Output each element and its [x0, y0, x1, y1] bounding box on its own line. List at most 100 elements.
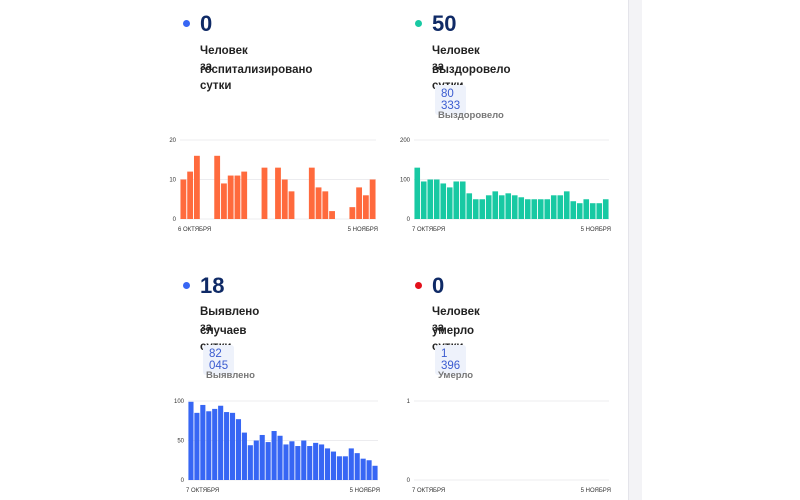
bar[interactable]: [356, 187, 363, 219]
bar[interactable]: [524, 199, 531, 219]
bar[interactable]: [360, 458, 366, 480]
bar[interactable]: [329, 211, 335, 219]
recovered-total-label: Выздоровело: [438, 110, 504, 121]
bar[interactable]: [234, 175, 241, 219]
x-end-label: 5 НОЯБРЯ: [350, 488, 380, 494]
bar[interactable]: [336, 456, 342, 480]
bar[interactable]: [194, 412, 200, 480]
bar[interactable]: [511, 195, 518, 219]
bar[interactable]: [570, 201, 577, 219]
bar[interactable]: [537, 199, 544, 219]
deaths-total-badge: 1 396: [435, 345, 467, 375]
bar[interactable]: [518, 197, 525, 219]
bar[interactable]: [212, 408, 218, 480]
window-right-edge: [628, 0, 800, 500]
bar[interactable]: [259, 434, 265, 480]
bar[interactable]: [348, 448, 354, 480]
bar[interactable]: [315, 187, 322, 219]
bar[interactable]: [229, 412, 236, 480]
bar[interactable]: [362, 195, 369, 219]
bar[interactable]: [271, 431, 277, 480]
cases-chart: 0 50 100 7 ОКТЯБРЯ 5 НОЯБРЯ: [174, 399, 380, 494]
bar[interactable]: [253, 440, 259, 481]
bar[interactable]: [206, 411, 212, 480]
bar[interactable]: [281, 179, 288, 220]
bar[interactable]: [479, 199, 486, 219]
bar[interactable]: [307, 446, 313, 480]
bar[interactable]: [372, 465, 378, 480]
bar[interactable]: [241, 171, 248, 219]
bar[interactable]: [531, 199, 538, 219]
bar[interactable]: [241, 432, 247, 480]
bar[interactable]: [180, 179, 187, 220]
bar[interactable]: [485, 195, 492, 219]
bar[interactable]: [313, 442, 319, 480]
y-tick-label: 0: [173, 217, 177, 223]
bar[interactable]: [288, 191, 295, 219]
bar[interactable]: [602, 199, 609, 219]
bar[interactable]: [414, 167, 421, 219]
bar[interactable]: [505, 193, 512, 219]
bar[interactable]: [308, 167, 315, 219]
bar[interactable]: [446, 187, 453, 219]
bar[interactable]: [277, 435, 283, 480]
bar[interactable]: [420, 181, 427, 219]
bar[interactable]: [227, 175, 234, 219]
bar[interactable]: [492, 191, 499, 219]
bar[interactable]: [261, 167, 268, 219]
bar[interactable]: [427, 179, 434, 220]
bar[interactable]: [289, 441, 295, 480]
bar[interactable]: [366, 460, 372, 480]
bar[interactable]: [295, 446, 301, 480]
bar[interactable]: [583, 199, 590, 219]
deaths-total-label: Умерло: [438, 370, 474, 381]
hospitalized-chart: 0 10 20 6 ОКТЯБРЯ 5 НОЯБРЯ: [169, 138, 378, 233]
bar[interactable]: [319, 444, 325, 480]
bar[interactable]: [275, 167, 281, 219]
bar[interactable]: [557, 195, 564, 219]
bar[interactable]: [330, 451, 337, 480]
bar[interactable]: [247, 445, 253, 480]
bar[interactable]: [188, 401, 194, 480]
bar[interactable]: [349, 207, 356, 219]
bar[interactable]: [596, 203, 603, 219]
bar[interactable]: [440, 183, 447, 219]
bar[interactable]: [218, 405, 224, 480]
bar[interactable]: [472, 199, 479, 219]
recovered-chart: 0 100 200 7 ОКТЯБРЯ 5 НОЯБРЯ: [400, 138, 611, 233]
bar[interactable]: [459, 181, 466, 219]
bar[interactable]: [324, 448, 331, 480]
y-tick-label: 50: [177, 439, 184, 445]
bullet-dot-icon: [415, 282, 422, 289]
bar[interactable]: [544, 199, 551, 219]
bar[interactable]: [283, 444, 289, 480]
bar[interactable]: [550, 195, 557, 219]
bar[interactable]: [369, 179, 376, 220]
bar[interactable]: [235, 419, 242, 480]
bar[interactable]: [265, 442, 271, 480]
y-tick-label: 0: [407, 217, 411, 223]
bar[interactable]: [498, 195, 505, 219]
bar[interactable]: [200, 404, 206, 480]
bar[interactable]: [187, 171, 194, 219]
bar[interactable]: [453, 181, 460, 219]
bar[interactable]: [563, 191, 570, 219]
bar[interactable]: [214, 155, 221, 219]
y-tick-label: 100: [174, 399, 185, 405]
bar[interactable]: [466, 193, 473, 219]
hospitalized-caption-line2: за сутки: [200, 61, 232, 92]
bar[interactable]: [342, 456, 348, 480]
bar[interactable]: [224, 412, 230, 480]
y-tick-label: 20: [169, 138, 176, 144]
bar[interactable]: [301, 440, 307, 481]
y-tick-label: 0: [181, 478, 185, 484]
bar[interactable]: [589, 203, 596, 219]
bar[interactable]: [354, 453, 360, 480]
bar[interactable]: [433, 179, 440, 220]
bar[interactable]: [322, 191, 329, 219]
y-tick-label: 0: [407, 478, 411, 484]
bullet-dot-icon: [183, 20, 190, 27]
bar[interactable]: [193, 155, 200, 219]
bar[interactable]: [576, 203, 583, 219]
bar[interactable]: [221, 183, 227, 219]
